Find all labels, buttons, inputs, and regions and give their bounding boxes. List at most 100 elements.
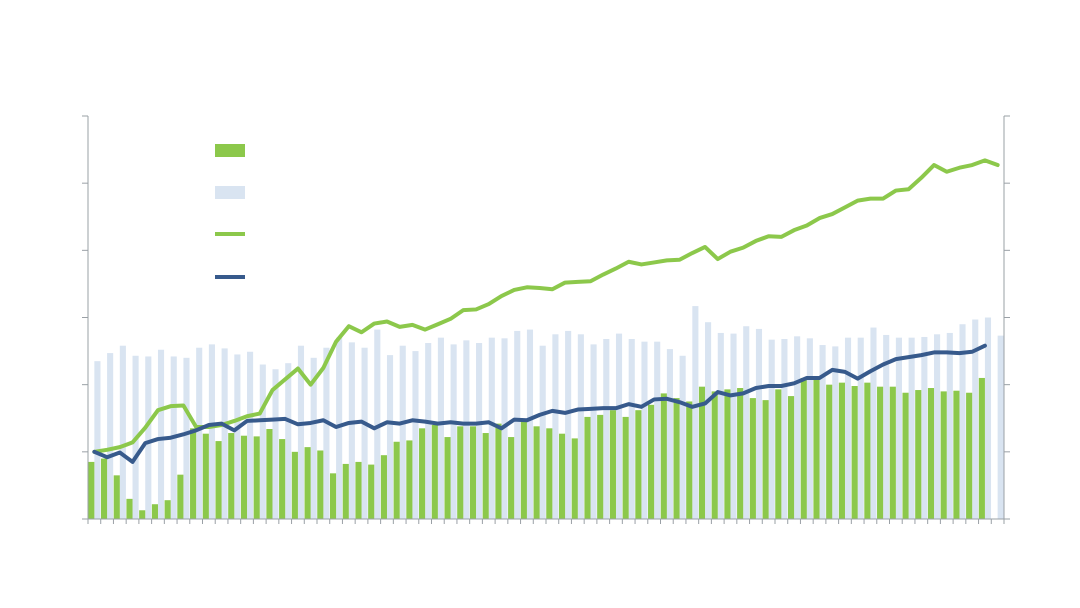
green-bar	[609, 410, 616, 519]
green-line-series	[92, 158, 1000, 454]
light-bar	[145, 356, 152, 519]
green-bar	[660, 393, 667, 519]
green-bar	[329, 473, 337, 519]
green-bar	[584, 416, 591, 519]
light-bar	[832, 346, 839, 519]
green-bar	[864, 382, 871, 519]
light-bar	[476, 343, 483, 519]
lines-layer	[92, 158, 1000, 464]
light-bar	[666, 349, 673, 519]
light-bar	[921, 336, 928, 519]
green-bar	[889, 386, 896, 519]
green-bar	[978, 377, 985, 519]
legend-swatch-light-bar	[215, 186, 245, 199]
green-bar	[851, 386, 858, 519]
light-bar	[730, 333, 737, 519]
light-bar	[297, 345, 305, 519]
light-bar	[399, 345, 406, 519]
light-bar	[247, 351, 254, 519]
green-bar	[419, 428, 426, 519]
green-bar	[342, 463, 349, 519]
light-bar	[488, 337, 495, 519]
green-bar	[304, 447, 311, 519]
green-bar	[431, 424, 438, 519]
light-bar	[501, 338, 508, 519]
green-bar	[838, 382, 845, 519]
light-bar	[336, 337, 343, 519]
green-bar	[240, 435, 248, 519]
light-bar	[781, 338, 788, 519]
green-bar	[673, 398, 680, 519]
green-bar	[902, 392, 909, 519]
green-bar	[469, 426, 477, 519]
light-bar	[628, 338, 635, 519]
light-bar	[743, 326, 750, 519]
green-bar	[813, 377, 820, 519]
light-bar	[196, 347, 203, 519]
green-bar	[368, 464, 375, 519]
green-bar	[126, 498, 133, 519]
light-bar	[908, 337, 915, 519]
light-bar	[768, 339, 775, 519]
green-bar	[737, 388, 744, 519]
light-bar	[348, 342, 355, 519]
light-bar	[717, 332, 724, 519]
light-bar	[565, 330, 572, 519]
green-bar	[648, 404, 655, 519]
green-bar	[635, 410, 642, 519]
light-bar	[844, 337, 852, 519]
light-bar	[654, 341, 661, 519]
green-bar	[698, 386, 706, 519]
green-bar	[164, 500, 171, 519]
green-bar	[317, 450, 324, 519]
green-bar	[253, 436, 260, 519]
green-bar	[558, 433, 566, 519]
green-bar	[139, 510, 146, 519]
light-bar	[234, 354, 241, 519]
light-bar	[450, 344, 457, 519]
green-bar	[571, 438, 578, 519]
green-bar	[100, 458, 108, 519]
green-bar	[393, 441, 400, 519]
green-bar	[266, 429, 273, 519]
green-bar	[787, 396, 795, 519]
light-bar	[590, 344, 597, 519]
green-bar	[800, 377, 807, 519]
light-bar	[705, 322, 712, 519]
light-bar	[272, 369, 279, 519]
light-bar	[959, 324, 966, 519]
green-bar	[291, 451, 298, 519]
legend-swatch-green-bar	[215, 144, 245, 157]
green-bar	[482, 433, 489, 519]
light-bar	[361, 347, 368, 519]
light-bar	[641, 341, 648, 519]
green-bar	[228, 433, 235, 519]
green-bar	[533, 426, 540, 519]
green-bar	[915, 390, 922, 519]
green-bar	[113, 475, 120, 519]
light-bar	[984, 317, 992, 519]
light-bar	[755, 328, 763, 519]
green-bar	[724, 389, 731, 519]
light-bar	[857, 337, 864, 519]
light-bar	[463, 340, 470, 519]
green-bar	[711, 391, 718, 519]
green-bar	[775, 389, 782, 519]
light-bar	[895, 337, 902, 519]
green-bar	[940, 391, 947, 519]
light-bar	[183, 357, 190, 519]
light-bar	[107, 353, 114, 519]
green-bar	[444, 437, 451, 519]
light-bar	[972, 319, 979, 519]
green-bar	[686, 401, 693, 519]
light-bar	[883, 334, 890, 519]
green-bar	[151, 504, 158, 519]
bars-layer	[88, 306, 1004, 519]
light-bar	[310, 357, 317, 519]
green-bar	[215, 441, 222, 519]
light-bar	[386, 355, 394, 519]
green-bar	[622, 416, 629, 519]
light-bar	[514, 330, 521, 519]
light-bar	[806, 338, 813, 519]
light-bar	[552, 334, 559, 519]
